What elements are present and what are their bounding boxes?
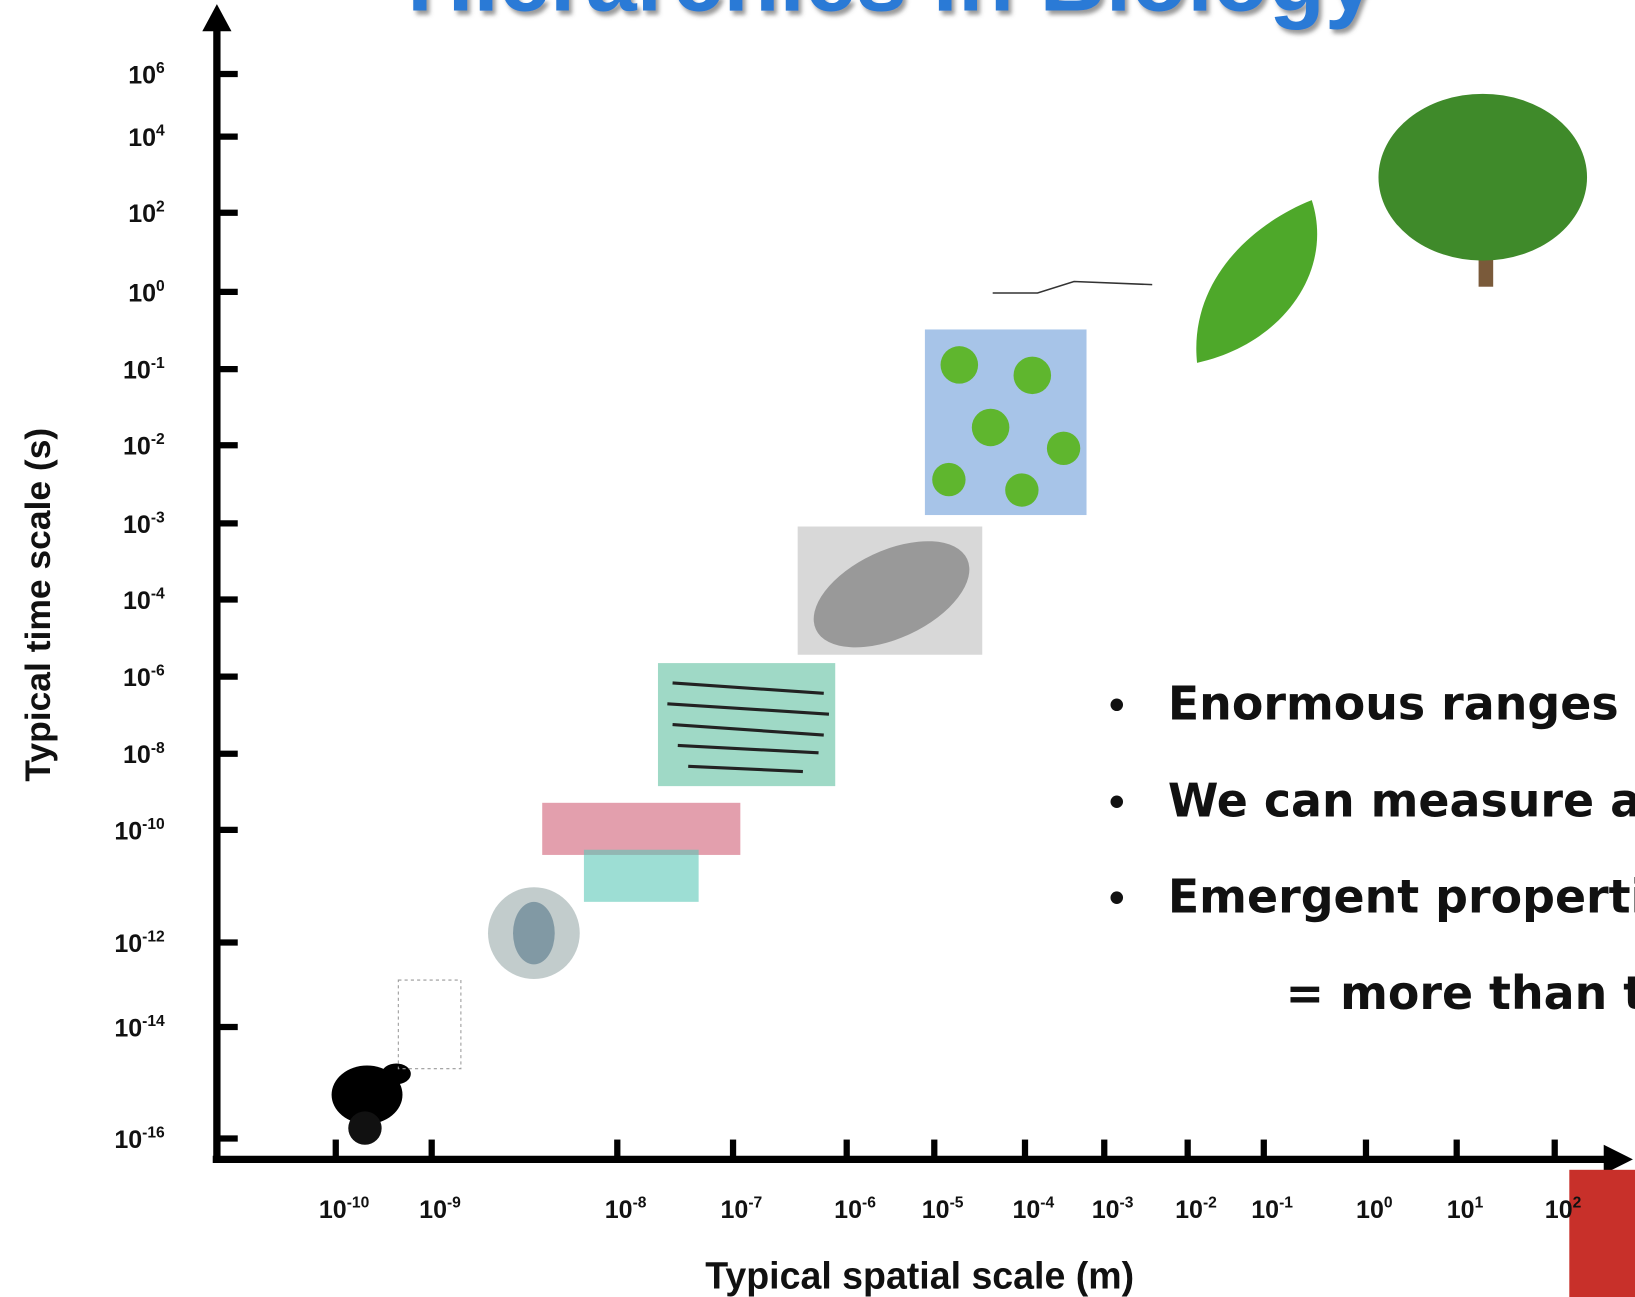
tick-exponent: -10 xyxy=(142,816,165,833)
x-axis-label: Typical spatial scale (m) xyxy=(705,1255,1134,1297)
tick-base: 10 xyxy=(123,356,151,384)
bullets: Enormous ranges We can measure a Emergent … xyxy=(1111,676,1635,1020)
tick-label: 10-8 xyxy=(123,740,165,769)
tick-exponent: 2 xyxy=(156,199,165,216)
tick-label: 10-5 xyxy=(922,1194,964,1223)
tick-base: 10 xyxy=(721,1196,749,1224)
tick-label: 10-1 xyxy=(1251,1194,1293,1223)
tick-base: 10 xyxy=(1175,1196,1203,1224)
tick-label: 10-3 xyxy=(1092,1194,1134,1223)
tick-label: 101 xyxy=(1447,1194,1484,1223)
x-arrow xyxy=(1604,1145,1633,1174)
tick-base: 10 xyxy=(1092,1196,1120,1224)
tick-exponent: -9 xyxy=(447,1194,461,1211)
tick-exponent: -4 xyxy=(151,585,165,602)
tick-label: 10-3 xyxy=(123,509,165,538)
tick-base: 10 xyxy=(1356,1196,1384,1224)
tick-base: 10 xyxy=(123,433,151,461)
tick-exponent: 0 xyxy=(156,278,165,295)
tick-label: 10-6 xyxy=(834,1194,876,1223)
tick-label: 10-8 xyxy=(605,1194,647,1223)
tick-base: 10 xyxy=(128,279,156,307)
bullet-text: Enormous ranges xyxy=(1168,676,1619,730)
tick-base: 10 xyxy=(834,1196,862,1224)
tick-label: 10-1 xyxy=(123,355,165,384)
tick-base: 10 xyxy=(114,930,142,958)
tick-label: 104 xyxy=(128,123,165,152)
tick-base: 10 xyxy=(1545,1196,1573,1224)
tick-exponent: 4 xyxy=(156,123,165,140)
tick-label: 10-2 xyxy=(123,431,165,460)
tick-base: 10 xyxy=(319,1196,347,1224)
tick-exponent: -8 xyxy=(633,1194,647,1211)
tick-exponent: 0 xyxy=(1384,1194,1393,1211)
tick-base: 10 xyxy=(922,1196,950,1224)
y-arrow xyxy=(202,4,231,31)
tick-label: 10-10 xyxy=(114,816,165,845)
bullet-text: Emergent properti xyxy=(1168,869,1635,923)
tick-base: 10 xyxy=(123,741,151,769)
tick-label: 10-4 xyxy=(123,585,165,614)
tick-label: 106 xyxy=(128,60,165,89)
tick-base: 10 xyxy=(114,1126,142,1154)
tick-label: 10-6 xyxy=(123,663,165,692)
tick-label: 10-14 xyxy=(114,1013,165,1042)
tick-base: 10 xyxy=(123,664,151,692)
tick-base: 10 xyxy=(1251,1196,1279,1224)
tick-base: 10 xyxy=(114,1014,142,1042)
tick-label: 10-12 xyxy=(114,928,165,957)
bullet-dot xyxy=(1111,891,1124,904)
tick-exponent: -7 xyxy=(748,1194,762,1211)
tick-exponent: -2 xyxy=(151,431,165,448)
tick-exponent: -16 xyxy=(142,1124,165,1141)
tick-label: 10-2 xyxy=(1175,1194,1217,1223)
tick-base: 10 xyxy=(128,200,156,228)
tick-base: 10 xyxy=(128,124,156,152)
tick-exponent: 1 xyxy=(1475,1194,1484,1211)
y-axis-label: Typical time scale (s) xyxy=(18,428,58,782)
tick-base: 10 xyxy=(1012,1196,1040,1224)
tick-label: 100 xyxy=(128,278,165,307)
tick-label: 102 xyxy=(128,199,165,228)
tick-exponent: -2 xyxy=(1203,1194,1217,1211)
tick-label: 10-4 xyxy=(1012,1194,1054,1223)
tick-base: 10 xyxy=(1447,1196,1475,1224)
tick-exponent: -4 xyxy=(1040,1194,1054,1211)
bullet-text: We can measure a xyxy=(1168,773,1635,827)
tick-base: 10 xyxy=(419,1196,447,1224)
tick-label: 10-10 xyxy=(319,1194,370,1223)
tick-label: 100 xyxy=(1356,1194,1393,1223)
tick-exponent: 2 xyxy=(1573,1194,1582,1211)
tick-exponent: 6 xyxy=(156,60,165,77)
tick-exponent: -10 xyxy=(347,1194,370,1211)
tick-label: 10-16 xyxy=(114,1124,165,1153)
tick-base: 10 xyxy=(114,817,142,845)
tick-label: 10-9 xyxy=(419,1194,461,1223)
tick-label: 10-7 xyxy=(721,1194,763,1223)
tick-exponent: -14 xyxy=(142,1013,165,1030)
tick-exponent: -6 xyxy=(862,1194,876,1211)
tick-exponent: -3 xyxy=(151,509,165,526)
title: Hierarchies in Biology xyxy=(407,0,1376,30)
bullet-dot xyxy=(1111,699,1124,712)
tick-base: 10 xyxy=(123,511,151,539)
page: {"title": "Hierarchies in Biology", "y_a… xyxy=(0,0,1635,1297)
tick-exponent: -1 xyxy=(1279,1194,1293,1211)
tick-exponent: -3 xyxy=(1120,1194,1134,1211)
tick-exponent: -6 xyxy=(151,663,165,680)
tick-base: 10 xyxy=(605,1196,633,1224)
tick-base: 10 xyxy=(123,587,151,615)
tick-exponent: -8 xyxy=(151,740,165,757)
bullet-dot xyxy=(1111,796,1124,809)
tick-exponent: -1 xyxy=(151,355,165,372)
note-text: = more than the xyxy=(1286,966,1635,1020)
slide: Hierarchies in Biology Typical time scal… xyxy=(0,0,1635,1297)
tick-exponent: -5 xyxy=(950,1194,964,1211)
tick-base: 10 xyxy=(128,61,156,89)
tick-exponent: -12 xyxy=(142,928,165,945)
